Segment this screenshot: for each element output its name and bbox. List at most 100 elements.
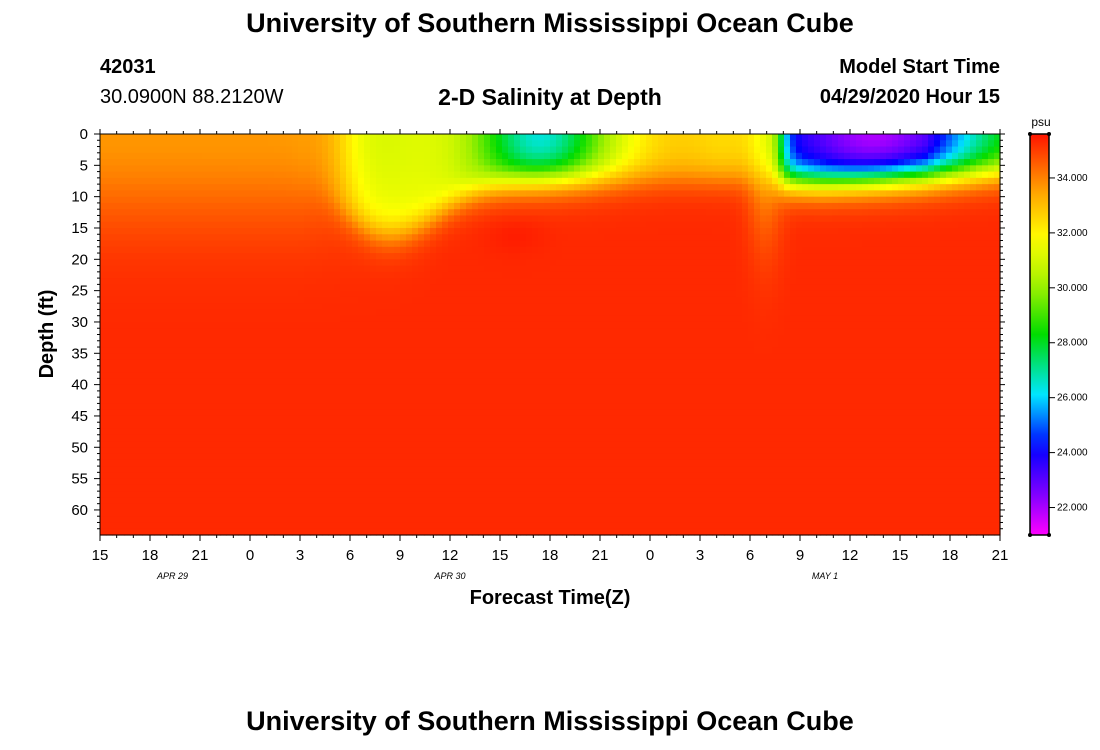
heatmap-cell	[514, 491, 521, 499]
heatmap-cell	[394, 497, 401, 505]
heatmap-cell	[190, 184, 197, 191]
heatmap-cell	[166, 271, 173, 279]
heatmap-cell	[322, 447, 329, 455]
heatmap-cell	[256, 315, 263, 323]
heatmap-cell	[454, 290, 461, 298]
heatmap-cell	[160, 491, 167, 499]
heatmap-cell	[148, 152, 155, 160]
heatmap-cell	[328, 278, 335, 285]
heatmap-cell	[178, 190, 185, 198]
heatmap-cell	[460, 202, 467, 210]
heatmap-cell	[430, 472, 437, 480]
heatmap-cell	[424, 459, 431, 467]
heatmap-cell	[562, 472, 569, 480]
heatmap-cell	[262, 140, 269, 148]
heatmap-cell	[544, 340, 551, 348]
heatmap-cell	[310, 171, 317, 179]
heatmap-cell	[526, 491, 533, 499]
heatmap-cell	[382, 466, 389, 473]
heatmap-cell	[118, 196, 125, 204]
heatmap-cell	[466, 202, 473, 210]
heatmap-cell	[376, 516, 383, 524]
heatmap-cell	[304, 434, 311, 442]
heatmap-cell	[526, 509, 533, 517]
heatmap-cell	[496, 353, 503, 361]
heatmap-cell	[190, 384, 197, 392]
heatmap-cell	[148, 409, 155, 417]
heatmap-cell	[424, 478, 431, 486]
heatmap-cell	[562, 422, 569, 430]
heatmap-cell	[514, 328, 521, 336]
heatmap-cell	[478, 441, 485, 448]
heatmap-cell	[490, 221, 497, 229]
heatmap-cell	[406, 365, 413, 373]
heatmap-cell	[448, 315, 455, 323]
heatmap-cell	[496, 278, 503, 285]
heatmap-cell	[352, 422, 359, 430]
heatmap-cell	[328, 372, 335, 379]
heatmap-cell	[388, 240, 395, 248]
heatmap-cell	[322, 441, 329, 448]
heatmap-cell	[274, 278, 281, 285]
heatmap-cell	[382, 415, 389, 423]
heatmap-cell	[184, 403, 191, 411]
heatmap-cell	[418, 484, 425, 492]
heatmap-cell	[388, 422, 395, 430]
heatmap-cell	[448, 378, 455, 386]
heatmap-cell	[112, 215, 119, 223]
heatmap-cell	[130, 278, 137, 285]
heatmap-cell	[478, 184, 485, 191]
heatmap-cell	[394, 271, 401, 279]
heatmap-cell	[214, 428, 221, 436]
heatmap-cell	[382, 441, 389, 448]
heatmap-cell	[208, 284, 215, 292]
heatmap-cell	[100, 165, 107, 173]
heatmap-cell	[130, 365, 137, 373]
heatmap-cell	[430, 234, 437, 242]
heatmap-cell	[196, 459, 203, 467]
heatmap-cell	[346, 171, 353, 179]
heatmap-cell	[310, 347, 317, 354]
heatmap-cell	[352, 134, 359, 141]
heatmap-cell	[436, 221, 443, 229]
heatmap-cell	[136, 353, 143, 361]
heatmap-cell	[424, 528, 431, 536]
heatmap-cell	[334, 522, 341, 530]
heatmap-cell	[382, 240, 389, 248]
heatmap-cell	[298, 190, 305, 198]
heatmap-cell	[250, 384, 257, 392]
heatmap-cell	[244, 422, 251, 430]
heatmap-cell	[130, 209, 137, 217]
heatmap-cell	[310, 434, 317, 442]
heatmap-cell	[460, 296, 467, 304]
heatmap-cell	[202, 528, 209, 536]
heatmap-cell	[376, 359, 383, 367]
heatmap-cell	[490, 528, 497, 536]
heatmap-cell	[196, 259, 203, 267]
heatmap-cell	[124, 340, 131, 348]
heatmap-cell	[532, 246, 539, 254]
heatmap-cell	[460, 284, 467, 292]
heatmap-cell	[466, 422, 473, 430]
heatmap-cell	[118, 528, 125, 536]
heatmap-cell	[424, 165, 431, 173]
heatmap-cell	[172, 365, 179, 373]
heatmap-cell	[472, 165, 479, 173]
heatmap-cell	[424, 497, 431, 505]
heatmap-cell	[376, 234, 383, 242]
heatmap-cell	[154, 372, 161, 379]
heatmap-cell	[466, 340, 473, 348]
heatmap-cell	[436, 347, 443, 354]
heatmap-cell	[520, 528, 527, 536]
heatmap-cell	[220, 146, 227, 154]
heatmap-cell	[112, 321, 119, 329]
heatmap-cell	[514, 315, 521, 323]
heatmap-cell	[298, 290, 305, 298]
heatmap-cell	[244, 441, 251, 448]
heatmap-cell	[454, 146, 461, 154]
heatmap-cell	[274, 265, 281, 273]
heatmap-cell	[316, 215, 323, 223]
heatmap-cell	[274, 390, 281, 398]
heatmap-cell	[226, 134, 233, 141]
heatmap-cell	[448, 309, 455, 317]
